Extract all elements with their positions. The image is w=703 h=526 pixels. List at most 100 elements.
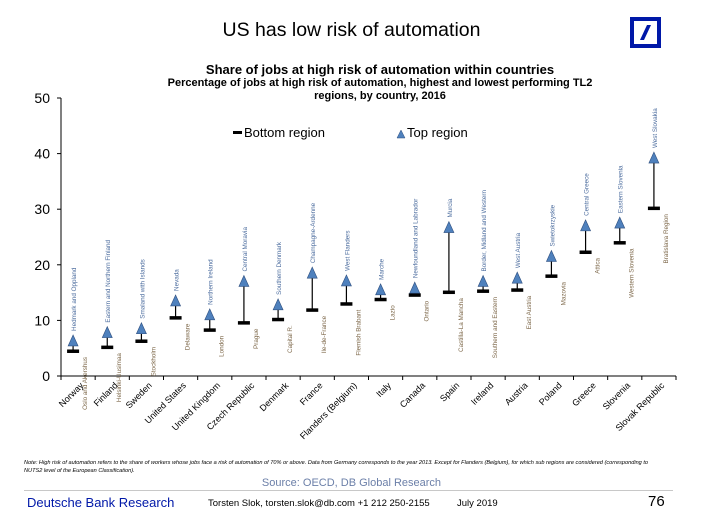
bottom-region-marker (67, 349, 80, 353)
top-region-label: Smaland with Islands (139, 259, 146, 319)
bottom-region-label: Lazio (390, 305, 397, 321)
top-region-label: Swietokrzyskie (549, 204, 556, 246)
bottom-region-label: Stockholm (150, 347, 157, 376)
bottom-region-label: Mazovia (560, 281, 567, 305)
legend-bottom-label: Bottom region (244, 125, 325, 140)
top-region-label: Murcia (447, 198, 454, 217)
top-region-label: West Austria (515, 232, 522, 268)
bottom-region-label: Helsinki-Uusimaa (116, 353, 123, 402)
top-region-label: Newfoundland and Labrador (413, 199, 420, 278)
top-region-marker (204, 308, 216, 321)
bottom-region-marker (237, 321, 250, 325)
chart-marks: Hedmark and Oppland Oslo and Akershus East… (67, 108, 670, 410)
bottom-region-label: Prague (253, 328, 260, 349)
bottom-region-marker (135, 339, 148, 343)
top-region-marker (272, 298, 284, 311)
chart-subtitle-line1: Percentage of jobs at high risk of autom… (167, 77, 593, 89)
legend-top-marker (396, 129, 406, 139)
bottom-region-marker (374, 297, 387, 302)
footer-divider (24, 490, 673, 491)
top-region-marker (238, 274, 250, 287)
chart-subtitle-line2: regions, by country, 2016 (314, 90, 446, 102)
top-region-marker (306, 266, 318, 279)
bottom-region-label: Ile-de-France (321, 315, 328, 353)
top-region-label: Nevada (174, 269, 181, 291)
top-region-label: Eastern and Northern Finland (105, 240, 112, 323)
top-region-label: West Slovakia (652, 108, 659, 148)
top-region-label: Southern Denmark (276, 241, 283, 295)
top-region-marker (511, 271, 523, 284)
top-region-marker (135, 322, 147, 335)
bottom-region-marker (203, 328, 216, 332)
legend-top-label: Top region (407, 125, 468, 140)
bottom-region-marker (340, 302, 353, 306)
bottom-region-marker (169, 316, 182, 320)
y-tick-label: 10 (34, 312, 50, 328)
y-tick-label: 30 (34, 201, 50, 217)
x-tick-label: Canada (398, 380, 427, 409)
y-tick-label: 20 (34, 257, 50, 273)
bottom-region-label: Castilla-La Mancha (458, 298, 465, 352)
x-tick-label: Slovenia (601, 380, 632, 411)
top-region-label: Northern Ireland (208, 259, 215, 305)
y-tick-label: 50 (34, 90, 50, 106)
top-region-marker (580, 219, 592, 232)
y-tick-label: 0 (42, 368, 50, 384)
chart-subtitle: Percentage of jobs at high risk of autom… (100, 77, 660, 103)
bottom-region-marker (477, 289, 490, 293)
bottom-region-marker (306, 308, 319, 312)
top-region-marker (545, 249, 557, 262)
bottom-region-label: London (219, 335, 226, 357)
bottom-region-label: Delaware (185, 323, 192, 350)
top-region-label: Central Moravia (242, 227, 249, 272)
bottom-region-label: East Austria (526, 295, 533, 329)
bottom-region-marker (442, 290, 455, 295)
top-region-marker (409, 281, 421, 294)
footnote: Note: High risk of automation refers to … (24, 460, 649, 474)
x-tick-label: Greece (570, 380, 598, 408)
top-region-marker (340, 274, 352, 287)
top-region-marker (443, 220, 455, 233)
bottom-region-marker (545, 274, 558, 278)
top-region-marker (375, 283, 387, 296)
bottom-region-label: Ontario (424, 300, 431, 321)
bottom-region-marker (647, 206, 660, 211)
x-tick-label: Austria (503, 380, 530, 407)
footer-brand: Deutsche Bank Research (27, 495, 175, 510)
top-region-label: Hedmark and Oppland (71, 267, 78, 331)
top-region-label: Champagne-Ardenne (310, 202, 317, 263)
top-region-label: Central Greece (584, 173, 591, 216)
top-region-label: West Flanders (344, 230, 351, 270)
x-tick-label: Ireland (469, 380, 496, 407)
deutsche-bank-logo-icon (630, 17, 661, 48)
top-region-marker (170, 294, 182, 307)
x-tick-label: France (298, 380, 325, 407)
bottom-region-label: Southern and Eastern (492, 296, 499, 358)
x-tick-label: Poland (537, 380, 564, 407)
top-region-marker (648, 151, 660, 164)
page-number: 76 (648, 493, 665, 510)
y-tick-label: 40 (34, 146, 50, 162)
bottom-region-marker (511, 288, 524, 292)
slide-title: US has low risk of automation (222, 19, 481, 41)
chart-legend: Bottom region Top region (233, 125, 468, 140)
bottom-region-label: Capital R. (287, 325, 294, 353)
top-region-label: Eastern Slovenia (618, 165, 625, 213)
chart-title: Share of jobs at high risk of automation… (205, 62, 555, 77)
logo-slash-icon (640, 25, 651, 40)
x-tick-label: Sweden (124, 380, 154, 410)
bottom-region-label: Attica (595, 258, 602, 274)
bottom-region-label: Flemish Brabant (355, 309, 362, 355)
x-tick-label: Italy (374, 380, 393, 399)
bottom-region-label: Oslo and Akershus (82, 357, 89, 410)
top-region-label: Border, Midland and Western (481, 190, 488, 272)
top-region-marker (614, 216, 626, 229)
bottom-region-label: Bratislava Region (663, 214, 670, 264)
bottom-region-marker (408, 293, 421, 297)
bottom-region-marker (613, 241, 626, 245)
footer-date: July 2019 (457, 498, 498, 509)
top-region-label: Marche (379, 258, 386, 279)
footer-author: Torsten Slok, torsten.slok@db.com +1 212… (208, 498, 430, 509)
